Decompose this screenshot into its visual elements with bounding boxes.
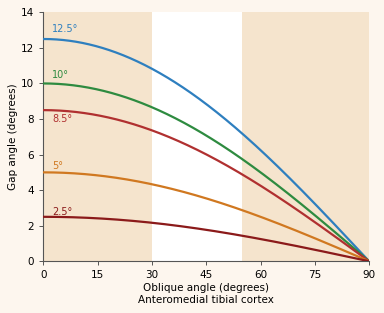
Text: 2.5°: 2.5° bbox=[53, 207, 73, 217]
Y-axis label: Gap angle (degrees): Gap angle (degrees) bbox=[8, 84, 18, 190]
Bar bbox=[242, 12, 369, 261]
Text: 5°: 5° bbox=[53, 161, 63, 171]
Bar bbox=[43, 12, 152, 261]
X-axis label: Oblique angle (degrees)
Anteromedial tibial cortex: Oblique angle (degrees) Anteromedial tib… bbox=[138, 283, 274, 305]
Bar bbox=[152, 12, 242, 261]
Text: 10°: 10° bbox=[53, 70, 70, 80]
Text: 12.5°: 12.5° bbox=[53, 24, 79, 34]
Text: 8.5°: 8.5° bbox=[53, 114, 73, 124]
